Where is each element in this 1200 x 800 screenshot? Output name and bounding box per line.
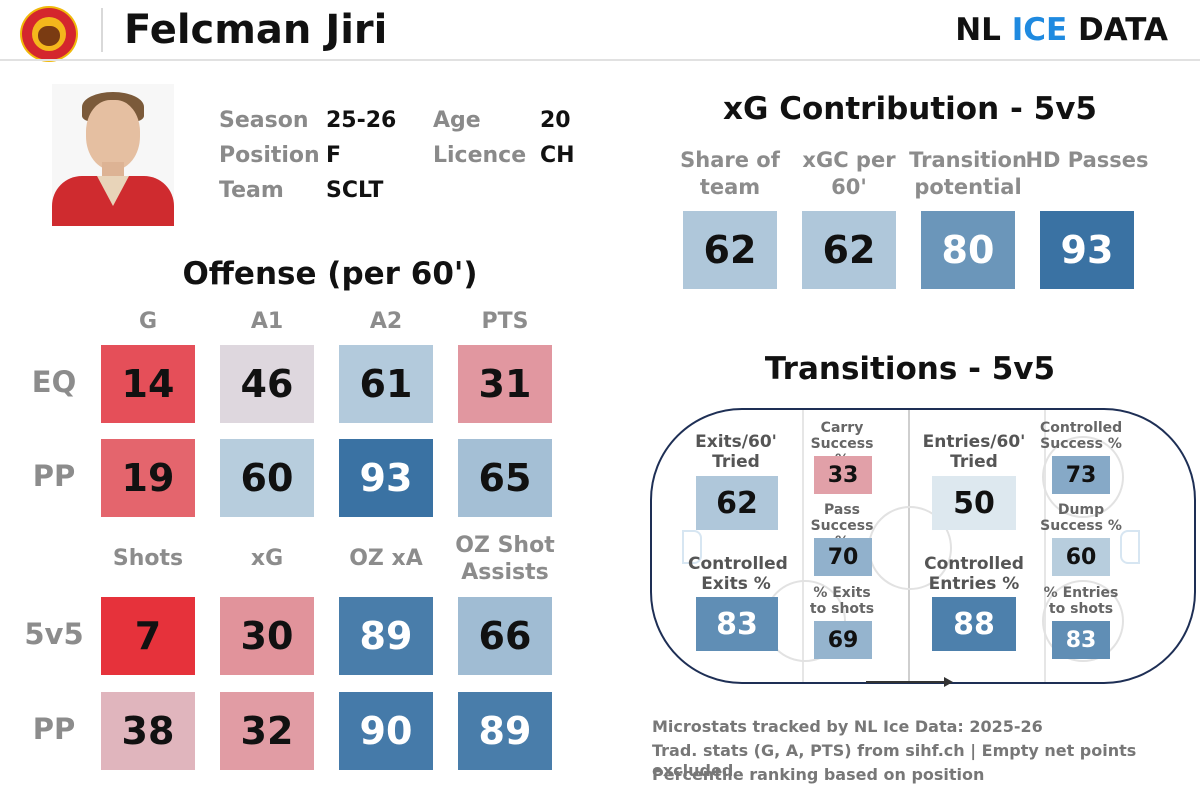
rink-faceoff-circle xyxy=(1042,580,1124,662)
offense-tile: 89 xyxy=(339,597,433,675)
xg-col-header: Share of team xyxy=(680,148,780,199)
brand-logo: NL ICE DATA xyxy=(955,12,1168,48)
position-label: Position xyxy=(219,143,320,168)
offense-tile: 32 xyxy=(220,692,314,770)
entries-tried-label: Entries/60' Tried xyxy=(922,432,1026,472)
offense-tile: 19 xyxy=(101,439,195,517)
offense-tile: 30 xyxy=(220,597,314,675)
offense-col-header: PTS xyxy=(481,309,529,334)
xg-tile: 80 xyxy=(921,211,1015,289)
offense-tile: 65 xyxy=(458,439,552,517)
offense-row-label: PP xyxy=(32,712,76,746)
offense-col-header: A1 xyxy=(250,309,284,334)
position-value: F xyxy=(326,143,342,168)
offense-col-header: Shots xyxy=(112,546,184,571)
xg-tile: 62 xyxy=(802,211,896,289)
offense-tile: 93 xyxy=(339,439,433,517)
offense-col-header: A2 xyxy=(369,309,403,334)
player-photo xyxy=(52,84,174,226)
offense-row-label: 5v5 xyxy=(24,617,84,651)
licence-label: Licence xyxy=(433,143,527,168)
offense-tile: 66 xyxy=(458,597,552,675)
xg-title: xG Contribution - 5v5 xyxy=(723,91,1097,127)
age-label: Age xyxy=(433,108,481,133)
footer-line-2: Trad. stats (G, A, PTS) from sihf.ch | E… xyxy=(652,741,1137,780)
offense-col-header: OZ Shot Assists xyxy=(455,533,555,585)
team-label: Team xyxy=(219,178,284,203)
brand-part-3: DATA xyxy=(1067,12,1168,48)
team-logo xyxy=(20,6,78,62)
offense-row-label: PP xyxy=(32,459,76,493)
exits-tried-label: Exits/60' Tried xyxy=(695,432,777,472)
xg-col-header: HD Passes xyxy=(1025,148,1149,172)
player-name: Felcman Jiri xyxy=(124,7,388,53)
controlled-entries-label: Controlled Entries % xyxy=(924,554,1024,594)
entries-shots-label: % Entries to shots xyxy=(1043,585,1119,617)
offense-tile: 60 xyxy=(220,439,314,517)
offense-tile: 14 xyxy=(101,345,195,423)
brand-part-2: ICE xyxy=(1011,12,1068,48)
age-value: 20 xyxy=(540,108,571,133)
offense-tile: 46 xyxy=(220,345,314,423)
header-divider xyxy=(101,8,103,52)
entries-shots-tile: 83 xyxy=(1052,621,1110,659)
exits-tried-tile: 62 xyxy=(696,476,778,530)
offense-tile: 31 xyxy=(458,345,552,423)
controlled-entries-tile: 88 xyxy=(932,597,1016,651)
tiger-face-icon xyxy=(38,26,60,46)
offense-col-header: OZ xA xyxy=(349,546,423,571)
licence-value: CH xyxy=(540,143,575,168)
xg-tile: 93 xyxy=(1040,211,1134,289)
controlled-success-tile: 73 xyxy=(1052,456,1110,494)
dump-label: Dump Success % xyxy=(1040,502,1122,534)
controlled-exits-label: Controlled Exits % xyxy=(688,554,788,594)
rink-blue-line-left xyxy=(802,410,804,682)
offense-col-header: xG xyxy=(250,546,284,571)
team-value: SCLT xyxy=(326,178,384,203)
offense-tile: 38 xyxy=(101,692,195,770)
carry-tile: 33 xyxy=(814,456,872,494)
rink-goal-crease xyxy=(1120,530,1140,564)
footer-line-3: Percentile ranking based on position xyxy=(652,765,985,784)
rink-outline xyxy=(650,408,1196,684)
exits-shots-tile: 69 xyxy=(814,621,872,659)
offense-tile: 90 xyxy=(339,692,433,770)
rink-blue-line-right xyxy=(1044,410,1046,682)
dump-tile: 60 xyxy=(1052,538,1110,576)
entries-tried-tile: 50 xyxy=(932,476,1016,530)
offense-tile: 89 xyxy=(458,692,552,770)
controlled-exits-tile: 83 xyxy=(696,597,778,651)
arrow-right-icon xyxy=(944,677,953,687)
offense-row-label: EQ xyxy=(31,365,77,399)
offense-col-header: G xyxy=(138,309,158,334)
season-value: 25-26 xyxy=(326,108,397,133)
offense-tile: 61 xyxy=(339,345,433,423)
offense-tile: 7 xyxy=(101,597,195,675)
header-rule xyxy=(0,59,1200,61)
season-label: Season xyxy=(219,108,309,133)
exits-shots-label: % Exits to shots xyxy=(809,585,875,617)
brand-part-1: NL xyxy=(955,12,1012,48)
rink-goal-crease xyxy=(682,530,702,564)
offense-title: Offense (per 60') xyxy=(182,256,478,292)
controlled-success-label: Controlled Success % xyxy=(1040,420,1123,452)
footer-line-1: Microstats tracked by NL Ice Data: 2025-… xyxy=(652,717,1043,736)
transitions-title: Transitions - 5v5 xyxy=(764,351,1056,387)
xg-col-header: Transition potential xyxy=(909,148,1027,199)
rink-faceoff-circle xyxy=(1042,436,1124,518)
xg-col-header: xGC per 60' xyxy=(802,148,896,199)
xg-tile: 62 xyxy=(683,211,777,289)
pass-tile: 70 xyxy=(814,538,872,576)
direction-arrow xyxy=(866,681,946,683)
